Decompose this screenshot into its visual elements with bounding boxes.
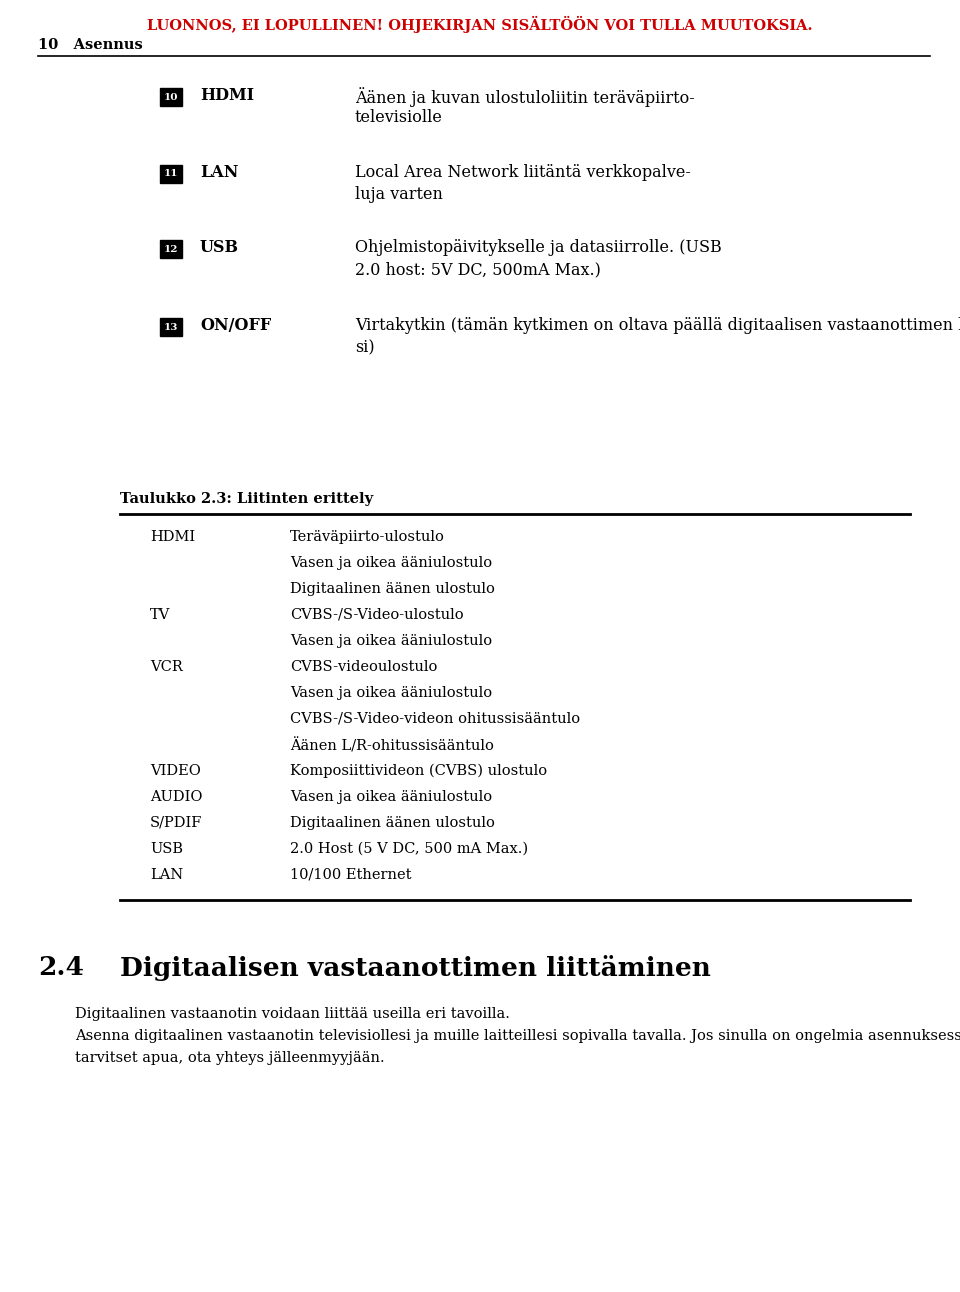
Text: LUONNOS, EI LOPULLINEN! OHJEKIRJAN SISÄLTÖÖN VOI TULLA MUUTOKSIA.: LUONNOS, EI LOPULLINEN! OHJEKIRJAN SISÄL… [147, 16, 813, 34]
Text: USB: USB [200, 239, 239, 256]
Text: HDMI: HDMI [150, 530, 195, 544]
Text: USB: USB [150, 842, 183, 857]
Text: TV: TV [150, 609, 170, 621]
Text: Asenna digitaalinen vastaanotin televisiollesi ja muille laitteillesi sopivalla : Asenna digitaalinen vastaanotin televisi… [75, 1028, 960, 1043]
Text: ON/OFF: ON/OFF [200, 317, 272, 335]
Text: Vasen ja oikea ääniulostulo: Vasen ja oikea ääniulostulo [290, 686, 492, 700]
Text: Vasen ja oikea ääniulostulo: Vasen ja oikea ääniulostulo [290, 634, 492, 649]
Text: 11: 11 [164, 169, 179, 178]
Text: 12: 12 [164, 244, 179, 253]
Text: CVBS-/S-Video-videon ohitussisääntulo: CVBS-/S-Video-videon ohitussisääntulo [290, 712, 580, 726]
Text: S/PDIF: S/PDIF [150, 817, 203, 829]
Text: Digitaalinen äänen ulostulo: Digitaalinen äänen ulostulo [290, 817, 494, 829]
Text: Digitaalinen vastaanotin voidaan liittää useilla eri tavoilla.: Digitaalinen vastaanotin voidaan liittää… [75, 1006, 510, 1021]
Text: VIDEO: VIDEO [150, 764, 201, 778]
Text: tarvitset apua, ota yhteys jälleenmyyjään.: tarvitset apua, ota yhteys jälleenmyyjää… [75, 1050, 385, 1065]
Text: AUDIO: AUDIO [150, 789, 203, 804]
FancyBboxPatch shape [160, 240, 182, 258]
Text: LAN: LAN [150, 868, 183, 882]
Text: Taulukko 2.3: Liitinten erittely: Taulukko 2.3: Liitinten erittely [120, 492, 373, 506]
Text: televisiolle: televisiolle [355, 109, 443, 127]
Text: VCR: VCR [150, 660, 182, 674]
FancyBboxPatch shape [160, 318, 182, 336]
Text: 10/100 Ethernet: 10/100 Ethernet [290, 868, 412, 882]
Text: 2.0 Host (5 V DC, 500 mA Max.): 2.0 Host (5 V DC, 500 mA Max.) [290, 842, 528, 857]
Text: Komposiittivideon (CVBS) ulostulo: Komposiittivideon (CVBS) ulostulo [290, 764, 547, 778]
Text: HDMI: HDMI [200, 87, 254, 103]
Text: LAN: LAN [200, 164, 238, 181]
FancyBboxPatch shape [160, 88, 182, 106]
Text: 2.4: 2.4 [38, 955, 84, 981]
Text: si): si) [355, 339, 374, 357]
Text: Äänen ja kuvan ulostuloliitin teräväpiirto-: Äänen ja kuvan ulostuloliitin teräväpiir… [355, 87, 695, 107]
Text: Teräväpiirto-ulostulo: Teräväpiirto-ulostulo [290, 530, 444, 544]
Text: 2.0 host: 5V DC, 500mA Max.): 2.0 host: 5V DC, 500mA Max.) [355, 261, 601, 278]
Text: Digitaalinen äänen ulostulo: Digitaalinen äänen ulostulo [290, 581, 494, 596]
Text: 10   Asennus: 10 Asennus [38, 37, 143, 52]
FancyBboxPatch shape [160, 165, 182, 183]
Text: 13: 13 [164, 323, 179, 332]
Text: Digitaalisen vastaanottimen liittäminen: Digitaalisen vastaanottimen liittäminen [120, 955, 710, 981]
Text: Local Area Network liitäntä verkkopalve-: Local Area Network liitäntä verkkopalve- [355, 164, 691, 181]
Text: Virtakytkin (tämän kytkimen on oltava päällä digitaalisen vastaanottimen käyttäm: Virtakytkin (tämän kytkimen on oltava pä… [355, 317, 960, 335]
Text: luja varten: luja varten [355, 186, 443, 203]
Text: 10: 10 [164, 93, 179, 102]
Text: Vasen ja oikea ääniulostulo: Vasen ja oikea ääniulostulo [290, 556, 492, 570]
Text: Äänen L/R-ohitussisääntulo: Äänen L/R-ohitussisääntulo [290, 738, 493, 753]
Text: Vasen ja oikea ääniulostulo: Vasen ja oikea ääniulostulo [290, 789, 492, 804]
Text: Ohjelmistopäivitykselle ja datasiirrolle. (USB: Ohjelmistopäivitykselle ja datasiirrolle… [355, 239, 722, 256]
Text: CVBS-videoulostulo: CVBS-videoulostulo [290, 660, 438, 674]
Text: CVBS-/S-Video-ulostulo: CVBS-/S-Video-ulostulo [290, 609, 464, 621]
